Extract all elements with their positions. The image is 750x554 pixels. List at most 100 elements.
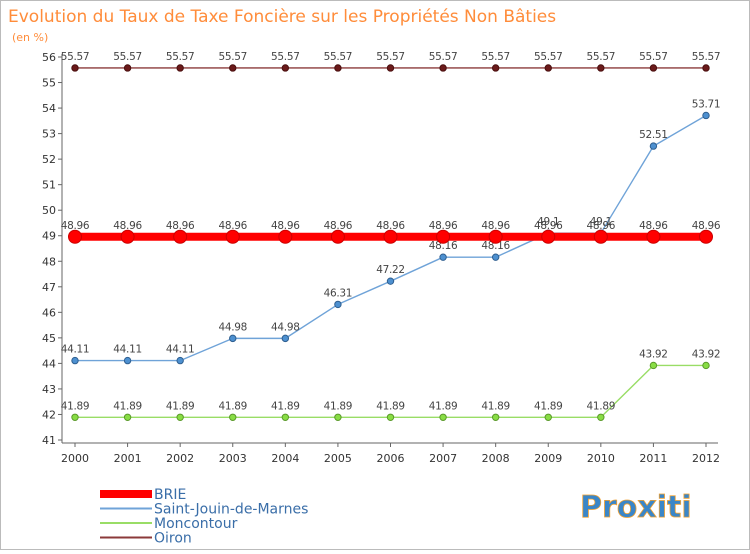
data-point [544,64,552,72]
data-point [71,64,79,72]
data-label: 55.57 [61,51,90,63]
y-tick-label: 44 [42,357,56,370]
data-label: 41.89 [534,400,563,412]
data-point [702,64,710,72]
data-point [123,356,132,365]
legend-label: BRIE [154,487,186,503]
legend-item-brie: BRIE [100,487,186,503]
data-label: 43.92 [692,348,721,360]
y-tick-label: 55 [42,77,56,90]
data-label: 44.98 [218,321,247,333]
data-point [278,229,293,244]
data-label: 41.89 [218,400,247,412]
data-label: 41.89 [376,400,405,412]
data-point [436,229,451,244]
data-label: 48.96 [113,220,142,232]
data-point [649,64,658,72]
data-label: 48.96 [271,220,300,232]
data-label: 48.96 [429,220,458,232]
data-point [386,413,395,421]
data-point [123,413,132,421]
data-label: 49.1 [590,216,612,228]
data-point [593,229,608,244]
data-point [334,413,342,421]
data-point [544,413,552,421]
y-tick-label: 41 [42,434,56,447]
data-point [71,413,79,421]
logo-text: Proxiti [580,490,692,525]
data-point [68,229,82,244]
y-tick-label: 56 [42,51,56,64]
data-label: 44.11 [113,344,142,356]
data-label: 48.96 [61,220,90,232]
data-label: 48.96 [639,220,668,232]
data-point [334,300,342,309]
data-point [649,361,658,370]
series-brie: 48.96 48.96 48.96 48.96 48.96 48.96 48.96 48.96… [61,220,721,244]
axes: 41 42 43 44 45 46 47 48 49 50 51 52 53 54 55 56 2000 2001… [42,51,720,465]
data-point [176,64,184,72]
data-label: 55.57 [481,51,510,63]
x-tick-label: 2000 [61,452,89,465]
data-label: 44.11 [166,344,195,356]
data-label: 55.57 [113,51,142,63]
data-label: 41.89 [481,400,510,412]
data-point [281,64,290,72]
x-tick-label: 2005 [324,452,352,465]
data-label: 48.16 [429,240,458,252]
data-label: 49.1 [537,216,559,228]
data-label: 48.16 [481,240,510,252]
y-tick-label: 45 [42,332,56,345]
data-point [491,64,500,72]
data-point [176,356,184,365]
data-label: 46.31 [324,287,353,299]
data-point [229,334,237,343]
data-label: 44.98 [271,321,300,333]
legend-label: Moncontour [154,516,238,532]
data-point [123,64,132,72]
chart-subtitle: (en %) [12,31,48,44]
y-tick-label: 48 [42,255,56,268]
data-label: 48.96 [587,220,616,232]
data-point [439,64,447,72]
data-point [439,413,447,421]
data-point [488,229,503,244]
data-point [541,229,556,244]
data-label: 55.57 [639,51,668,63]
chart-title: Evolution du Taux de Taxe Foncière sur l… [8,7,556,27]
data-point [281,334,290,343]
data-label: 55.57 [534,51,563,63]
data-label: 48.96 [534,220,563,232]
data-label: 41.89 [61,400,90,412]
series-oiron: 55.57 55.57 55.57 55.57 55.57 55.57 55.57 55.57… [61,51,721,72]
x-tick-label: 2007 [429,452,457,465]
data-label: 48.96 [166,220,195,232]
data-point [491,413,500,421]
data-label: 55.57 [271,51,300,63]
data-point [120,229,135,244]
data-point [439,253,447,261]
data-label: 55.57 [324,51,353,63]
data-point [649,142,658,150]
data-point [386,64,395,72]
data-point [597,413,605,421]
x-tick-label: 2003 [219,452,247,465]
x-tick-label: 2004 [271,452,299,465]
data-point [646,229,661,244]
data-label: 48.96 [376,220,405,232]
data-label: 48.96 [218,220,247,232]
data-point [173,229,188,244]
y-tick-label: 46 [42,306,56,319]
legend-label: Oiron [154,531,192,547]
legend-item-oiron: Oiron [100,531,192,547]
x-tick-label: 2009 [534,452,562,465]
y-tick-label: 52 [42,153,56,166]
data-point [229,64,237,72]
data-label: 47.22 [376,264,405,276]
legend-item-saint-jouin-de-marnes: Saint-Jouin-de-Marnes [100,502,308,518]
data-label: 48.96 [692,220,721,232]
data-label: 41.89 [113,400,142,412]
